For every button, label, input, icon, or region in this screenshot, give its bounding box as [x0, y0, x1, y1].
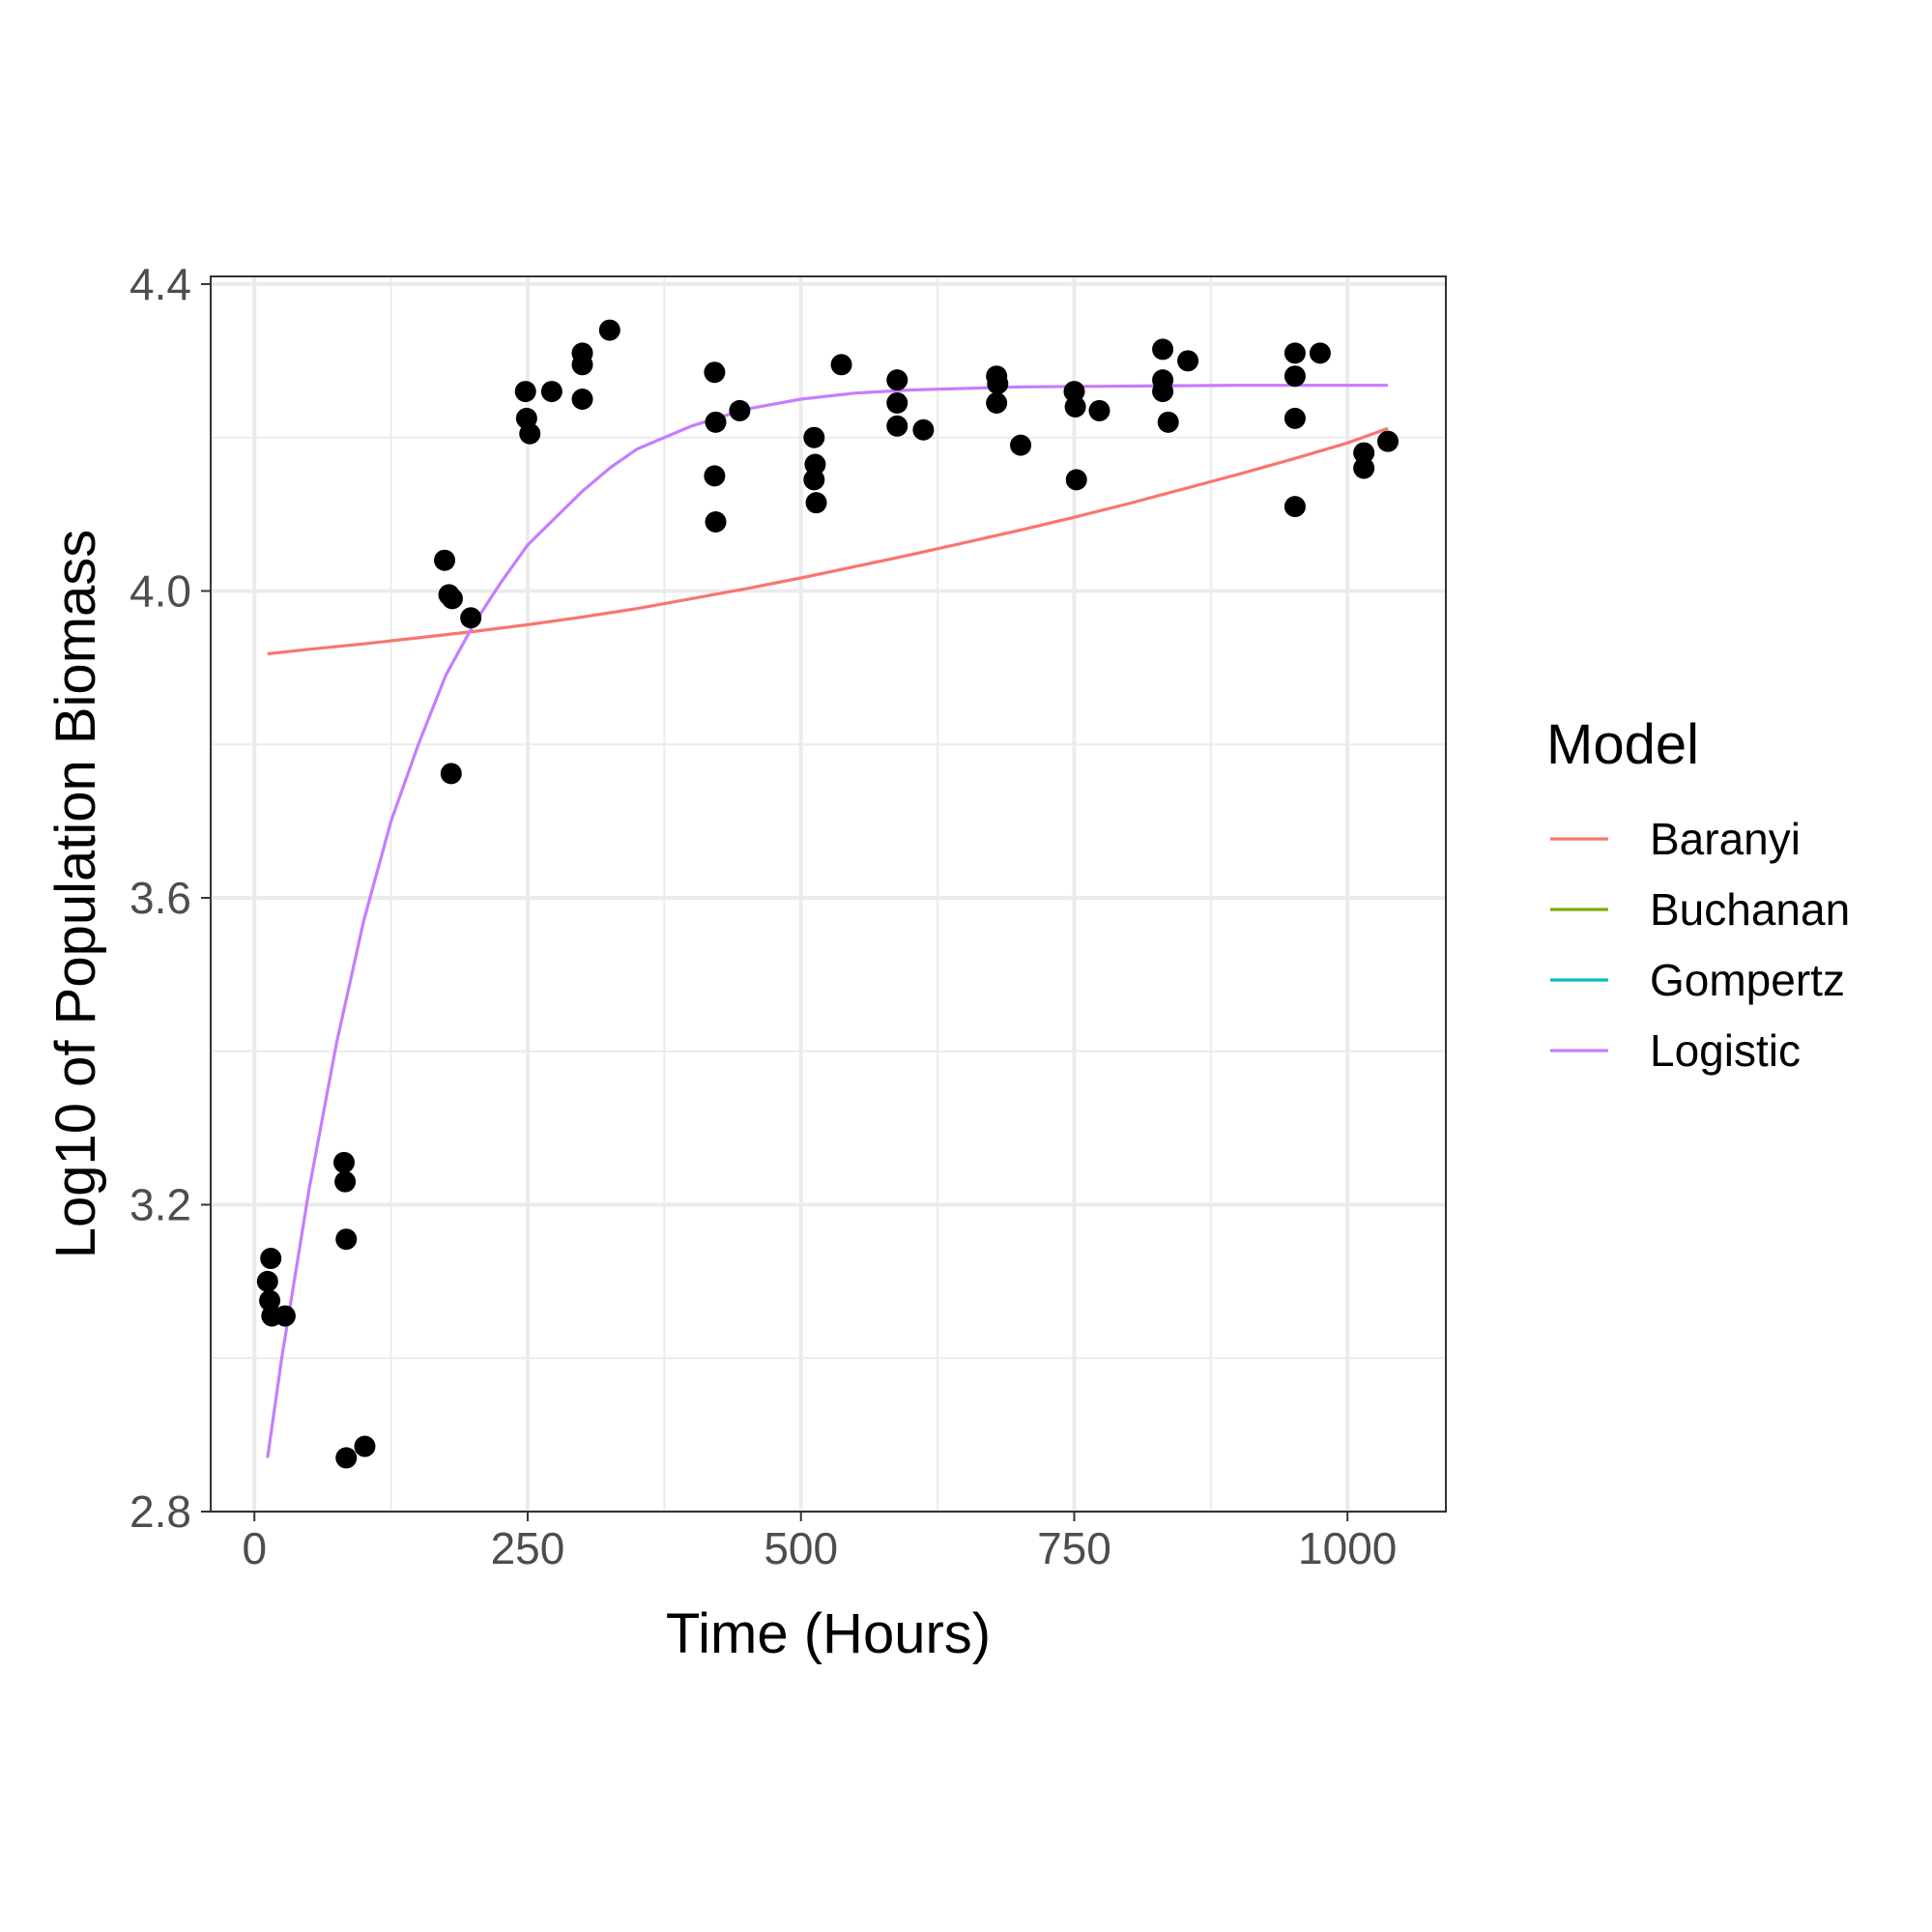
y-axis-title: Log10 of Population Biomass: [44, 530, 107, 1259]
data-point: [1010, 434, 1032, 456]
data-point: [704, 361, 726, 384]
data-point: [598, 319, 620, 341]
data-point: [704, 465, 726, 487]
plot-panel-border: [210, 275, 1447, 1513]
data-point: [256, 1270, 278, 1292]
data-point: [1152, 338, 1174, 360]
data-point: [705, 511, 727, 533]
x-axis-title: Time (Hours): [666, 1602, 991, 1665]
legend-label: Buchanan: [1650, 884, 1850, 935]
legend-entries: Baranyi Buchanan Gompertz Logistic: [1550, 814, 1850, 1076]
data-point: [1088, 399, 1110, 421]
data-point: [519, 422, 541, 445]
x-tick-label: 500: [764, 1523, 838, 1573]
model-curves: [266, 384, 1389, 1458]
grid-minor: [211, 276, 1446, 1512]
x-tick-label: 750: [1037, 1523, 1111, 1573]
data-point: [335, 1447, 358, 1469]
data-point: [1157, 411, 1179, 433]
data-point: [705, 411, 727, 433]
data-point: [986, 391, 1008, 414]
data-point: [1353, 457, 1375, 479]
data-point: [1283, 407, 1306, 429]
data-point: [1309, 342, 1331, 364]
data-point: [1063, 381, 1085, 403]
data-point: [1065, 469, 1087, 491]
legend-entry-buchanan: Buchanan: [1550, 884, 1850, 935]
legend-title: Model: [1546, 713, 1699, 776]
data-point: [805, 492, 827, 514]
grid-major: [211, 276, 1446, 1514]
data-point: [332, 1151, 355, 1173]
x-tick-label: 250: [491, 1523, 565, 1573]
data-point: [886, 391, 908, 414]
data-point: [729, 399, 751, 421]
y-tick-label: 4.0: [130, 565, 191, 616]
legend-label: Baranyi: [1650, 814, 1801, 864]
data-point: [1152, 381, 1174, 403]
data-point: [1353, 442, 1375, 464]
data-point: [441, 588, 463, 610]
data-point: [804, 453, 826, 476]
data-point: [571, 389, 593, 411]
data-point: [540, 381, 562, 403]
data-point: [1283, 342, 1306, 364]
data-point: [1177, 350, 1199, 372]
data-point: [335, 1228, 358, 1251]
data-point: [1283, 365, 1306, 388]
y-tick-label: 3.6: [130, 873, 191, 923]
data-point: [571, 354, 593, 376]
data-point: [830, 354, 852, 376]
axis-tick-labels: 0 250 500 750 1000 2.8 3.2 3.6 4.0 4.4: [130, 259, 1397, 1573]
series-line-logistic: [266, 384, 1389, 1458]
data-point: [1064, 395, 1086, 418]
data-point: [803, 469, 825, 491]
data-point: [1377, 430, 1399, 452]
x-tick-label: 0: [242, 1523, 267, 1573]
y-tick-label: 2.8: [130, 1486, 191, 1537]
data-point: [1283, 496, 1306, 518]
y-tick-label: 4.4: [130, 259, 191, 309]
data-point: [886, 369, 908, 391]
legend-entry-gompertz: Gompertz: [1550, 955, 1845, 1005]
axis-ticks: [201, 282, 1349, 1521]
data-point: [460, 607, 482, 629]
data-point: [803, 426, 825, 448]
x-tick-label: 1000: [1298, 1523, 1397, 1573]
data-points: [256, 319, 1399, 1469]
data-point: [354, 1435, 376, 1457]
legend-label: Gompertz: [1650, 955, 1845, 1005]
data-point: [334, 1170, 357, 1193]
data-point: [260, 1248, 282, 1270]
series-line-baranyi: [267, 426, 1389, 656]
legend-entry-logistic: Logistic: [1550, 1025, 1801, 1076]
y-tick-label: 3.2: [130, 1179, 191, 1229]
legend-entry-baranyi: Baranyi: [1550, 814, 1801, 864]
data-point: [886, 415, 908, 437]
data-point: [987, 373, 1009, 395]
data-point: [434, 549, 456, 571]
data-point: [912, 418, 935, 441]
legend: Model Baranyi Buchanan Gompertz Logistic: [1546, 713, 1850, 1076]
data-point: [514, 381, 536, 403]
legend-label: Logistic: [1650, 1025, 1801, 1076]
data-point: [274, 1305, 296, 1327]
data-point: [440, 763, 462, 785]
